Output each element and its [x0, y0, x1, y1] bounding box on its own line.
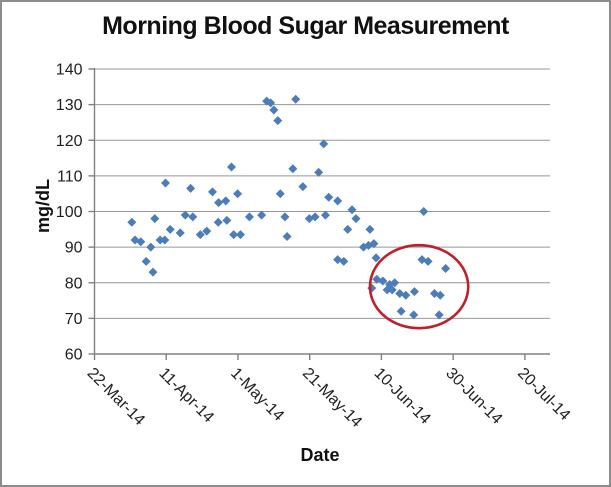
y-tick-label: 140: [56, 62, 83, 79]
data-point: [207, 187, 217, 197]
y-tick-label: 60: [65, 347, 83, 364]
data-point: [282, 231, 292, 241]
data-point: [441, 264, 451, 273]
data-point: [141, 256, 151, 266]
data-point: [288, 164, 298, 174]
data-point: [257, 210, 267, 220]
x-axis-title: Date: [300, 445, 340, 465]
data-point: [351, 214, 361, 224]
x-tick-label: 1-May-14: [227, 365, 287, 425]
data-point: [273, 116, 283, 126]
data-point: [275, 189, 285, 199]
data-point: [155, 235, 165, 245]
data-point: [235, 230, 245, 240]
data-point: [195, 230, 205, 240]
data-point: [229, 230, 239, 240]
data-point: [175, 228, 185, 238]
data-point: [244, 212, 254, 222]
data-point: [222, 215, 232, 225]
y-tick-label: 100: [56, 204, 83, 221]
data-point: [165, 224, 175, 234]
data-point: [367, 283, 377, 293]
data-point: [291, 94, 301, 104]
data-point: [280, 212, 290, 222]
x-tick-label: 30-Jun-14: [442, 365, 505, 428]
data-point: [180, 210, 190, 220]
x-tick-label: 11-Apr-14: [155, 365, 217, 427]
data-point: [186, 183, 196, 193]
data-point: [371, 253, 381, 263]
data-point: [365, 224, 375, 234]
data-point: [347, 205, 357, 215]
x-tick-label: 20-Jul-14: [514, 365, 573, 424]
data-point: [136, 237, 146, 247]
data-point: [148, 267, 158, 277]
data-point: [419, 207, 429, 216]
data-point: [333, 196, 343, 206]
chart-title: Morning Blood Sugar Measurement: [102, 12, 509, 40]
data-point: [221, 196, 231, 206]
data-point: [202, 226, 212, 236]
data-point: [314, 167, 324, 177]
y-tick-label: 80: [65, 275, 83, 292]
data-point: [435, 290, 445, 300]
data-point: [161, 178, 171, 188]
data-point: [319, 139, 329, 149]
data-point: [266, 98, 276, 108]
y-tick-label: 70: [65, 311, 83, 328]
data-point: [387, 285, 397, 295]
data-point: [310, 212, 320, 222]
x-tick-label: 22-Mar-14: [84, 365, 148, 429]
y-tick-label: 120: [56, 133, 83, 150]
data-point: [146, 242, 156, 252]
data-point: [409, 287, 419, 297]
data-point: [434, 310, 444, 320]
data-point: [324, 192, 334, 202]
data-point: [390, 278, 400, 288]
x-tick-label: 10-Jun-14: [371, 365, 434, 428]
data-point: [396, 306, 406, 316]
data-point: [401, 290, 411, 300]
data-point: [213, 217, 223, 227]
data-point: [369, 239, 379, 249]
data-point: [150, 214, 160, 224]
data-point: [423, 256, 433, 266]
data-point: [127, 217, 137, 227]
data-point: [339, 256, 349, 266]
data-point: [298, 182, 308, 192]
annotation-ellipse: [368, 243, 470, 330]
data-point: [233, 189, 243, 199]
y-tick-label: 110: [57, 168, 83, 185]
y-tick-label: 90: [65, 240, 83, 257]
x-tick-label: 21-May-14: [299, 365, 365, 431]
y-tick-label: 130: [56, 97, 83, 114]
data-point: [409, 310, 419, 320]
data-point: [188, 212, 198, 222]
data-point: [320, 210, 330, 220]
data-point: [160, 235, 170, 245]
data-point: [214, 198, 224, 208]
data-point: [269, 105, 279, 115]
data-point: [227, 162, 237, 172]
data-point: [343, 224, 353, 234]
data-point: [378, 276, 388, 286]
